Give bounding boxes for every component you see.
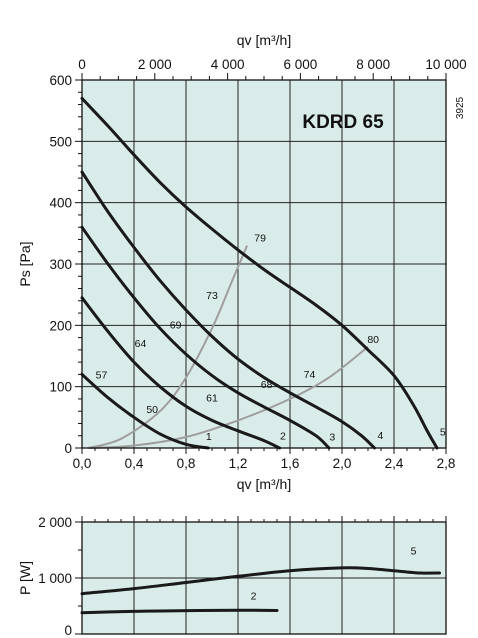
bottom-x-tick-label: 0,8 <box>177 456 196 471</box>
efficiency-line <box>88 245 249 449</box>
power-y-axis-title: P [W] <box>17 561 33 595</box>
bottom-x-axis-title: qv [m³/h] <box>237 476 291 492</box>
power-axis-labels: 0 1 000 2 000 <box>38 515 72 638</box>
bottom-x-tick-label: 0,4 <box>125 456 144 471</box>
y-tick-label: 100 <box>49 380 72 395</box>
top-x-axis-title: qv [m³/h] <box>237 32 291 48</box>
power-y-tick-label: 2 000 <box>38 515 72 530</box>
curve-number-label: 4 <box>378 430 384 442</box>
efficiency-label: 64 <box>135 338 147 350</box>
pressure-curve-2 <box>80 296 282 450</box>
figure-code: 3925 <box>455 96 466 119</box>
pressure-curves <box>80 96 439 450</box>
bottom-x-tick-label: 1,2 <box>229 456 248 471</box>
efficiency-line <box>88 346 369 449</box>
bottom-x-tick-label: 1,6 <box>281 456 300 471</box>
chart-title: KDRD 65 <box>302 112 384 133</box>
efficiency-label: 80 <box>367 334 379 346</box>
power-curve-labels: 52 <box>251 545 417 602</box>
bottom-x-tick-label: 2,0 <box>333 456 352 471</box>
y-tick-label: 600 <box>49 73 72 88</box>
bottom-x-tick-label: 0,0 <box>73 456 92 471</box>
pressure-curve-labels: 1 2 3 4 5 50 57 61 64 68 69 73 74 79 80 <box>96 232 446 443</box>
curve-number-label: 5 <box>440 427 446 439</box>
y-tick-label: 0 <box>64 441 72 456</box>
pressure-axis-ticks <box>75 73 447 454</box>
curve-number-label: 2 <box>280 430 286 442</box>
top-x-tick-label: 0 <box>78 57 86 72</box>
y-tick-label: 400 <box>49 196 72 211</box>
curve-number-label: 1 <box>206 431 212 443</box>
pressure-curve-4 <box>80 170 376 450</box>
power-curves <box>80 566 441 615</box>
top-x-tick-label: 8 000 <box>356 57 390 72</box>
efficiency-lines <box>88 245 369 449</box>
power-curve-number-label: 2 <box>251 590 257 602</box>
power-curve-5 <box>80 566 441 596</box>
power-curve-number-label: 5 <box>411 545 417 557</box>
bottom-x-tick-label: 2,4 <box>385 456 404 471</box>
y-tick-label: 300 <box>49 257 72 272</box>
y-axis-title: Ps [Pa] <box>17 241 33 286</box>
efficiency-label: 74 <box>304 369 316 381</box>
top-x-tick-label: 2 000 <box>138 57 172 72</box>
efficiency-label: 50 <box>146 404 158 416</box>
pressure-curve-5 <box>80 96 439 450</box>
top-x-tick-label: 4 000 <box>211 57 245 72</box>
power-y-tick-label: 0 <box>64 623 72 638</box>
power-axis-ticks <box>75 516 447 635</box>
pressure-curve-3 <box>80 225 331 450</box>
efficiency-label: 73 <box>206 290 218 302</box>
curve-number-label: 3 <box>329 432 335 444</box>
pressure-grid <box>82 80 446 448</box>
efficiency-label: 69 <box>170 319 182 331</box>
bottom-x-tick-label: 2,8 <box>437 456 456 471</box>
y-tick-label: 200 <box>49 318 72 333</box>
efficiency-label: 79 <box>254 232 266 244</box>
power-curve-2 <box>80 608 279 615</box>
top-x-tick-label: 10 000 <box>425 57 466 72</box>
power-y-tick-label: 1 000 <box>38 571 72 586</box>
power-grid <box>82 522 446 634</box>
pressure-curve-1 <box>80 372 210 450</box>
efficiency-label: 61 <box>206 392 218 404</box>
y-tick-label: 500 <box>49 134 72 149</box>
top-x-tick-label: 6 000 <box>284 57 318 72</box>
efficiency-label: 68 <box>261 379 273 391</box>
efficiency-label: 57 <box>96 370 108 382</box>
